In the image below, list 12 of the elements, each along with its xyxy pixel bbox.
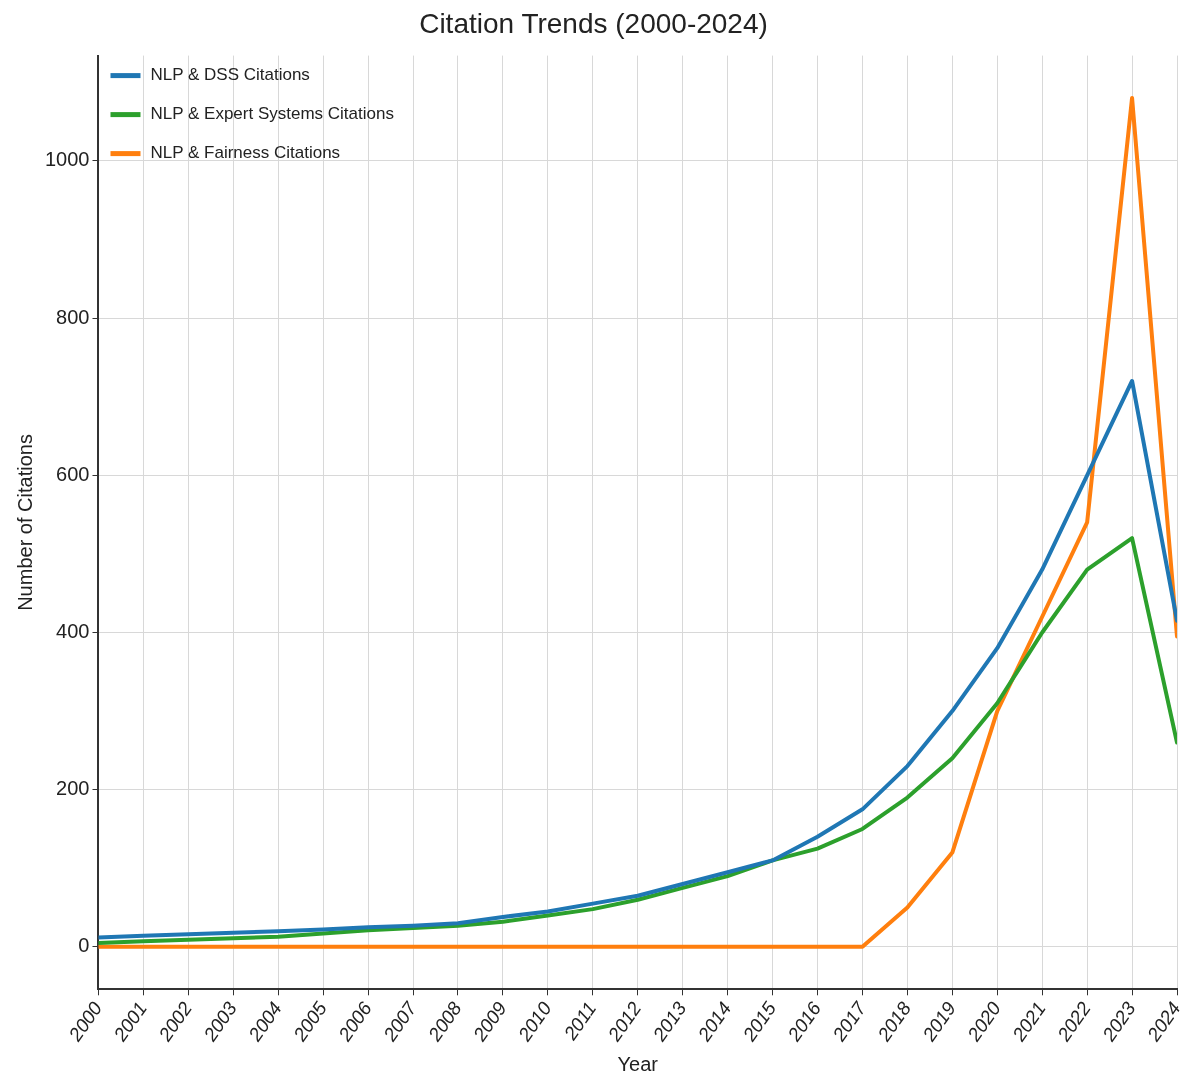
y-tick-label: 400: [56, 620, 90, 642]
chart-title: Citation Trends (2000-2024): [419, 7, 768, 39]
y-tick-label: 800: [56, 305, 90, 328]
y-axis-title: Number of Citations: [13, 434, 36, 611]
y-tick-label: 600: [56, 462, 90, 485]
y-tick-label: 0: [78, 934, 90, 957]
y-tick-label: 200: [56, 777, 90, 800]
legend-label: NLP & Expert Systems Citations: [150, 104, 394, 124]
y-tick-label: 1000: [44, 148, 90, 171]
legend-label: NLP & Fairness Citations: [150, 143, 341, 163]
x-axis-title: Year: [617, 1052, 659, 1075]
legend-label: NLP & DSS Citations: [150, 65, 310, 85]
